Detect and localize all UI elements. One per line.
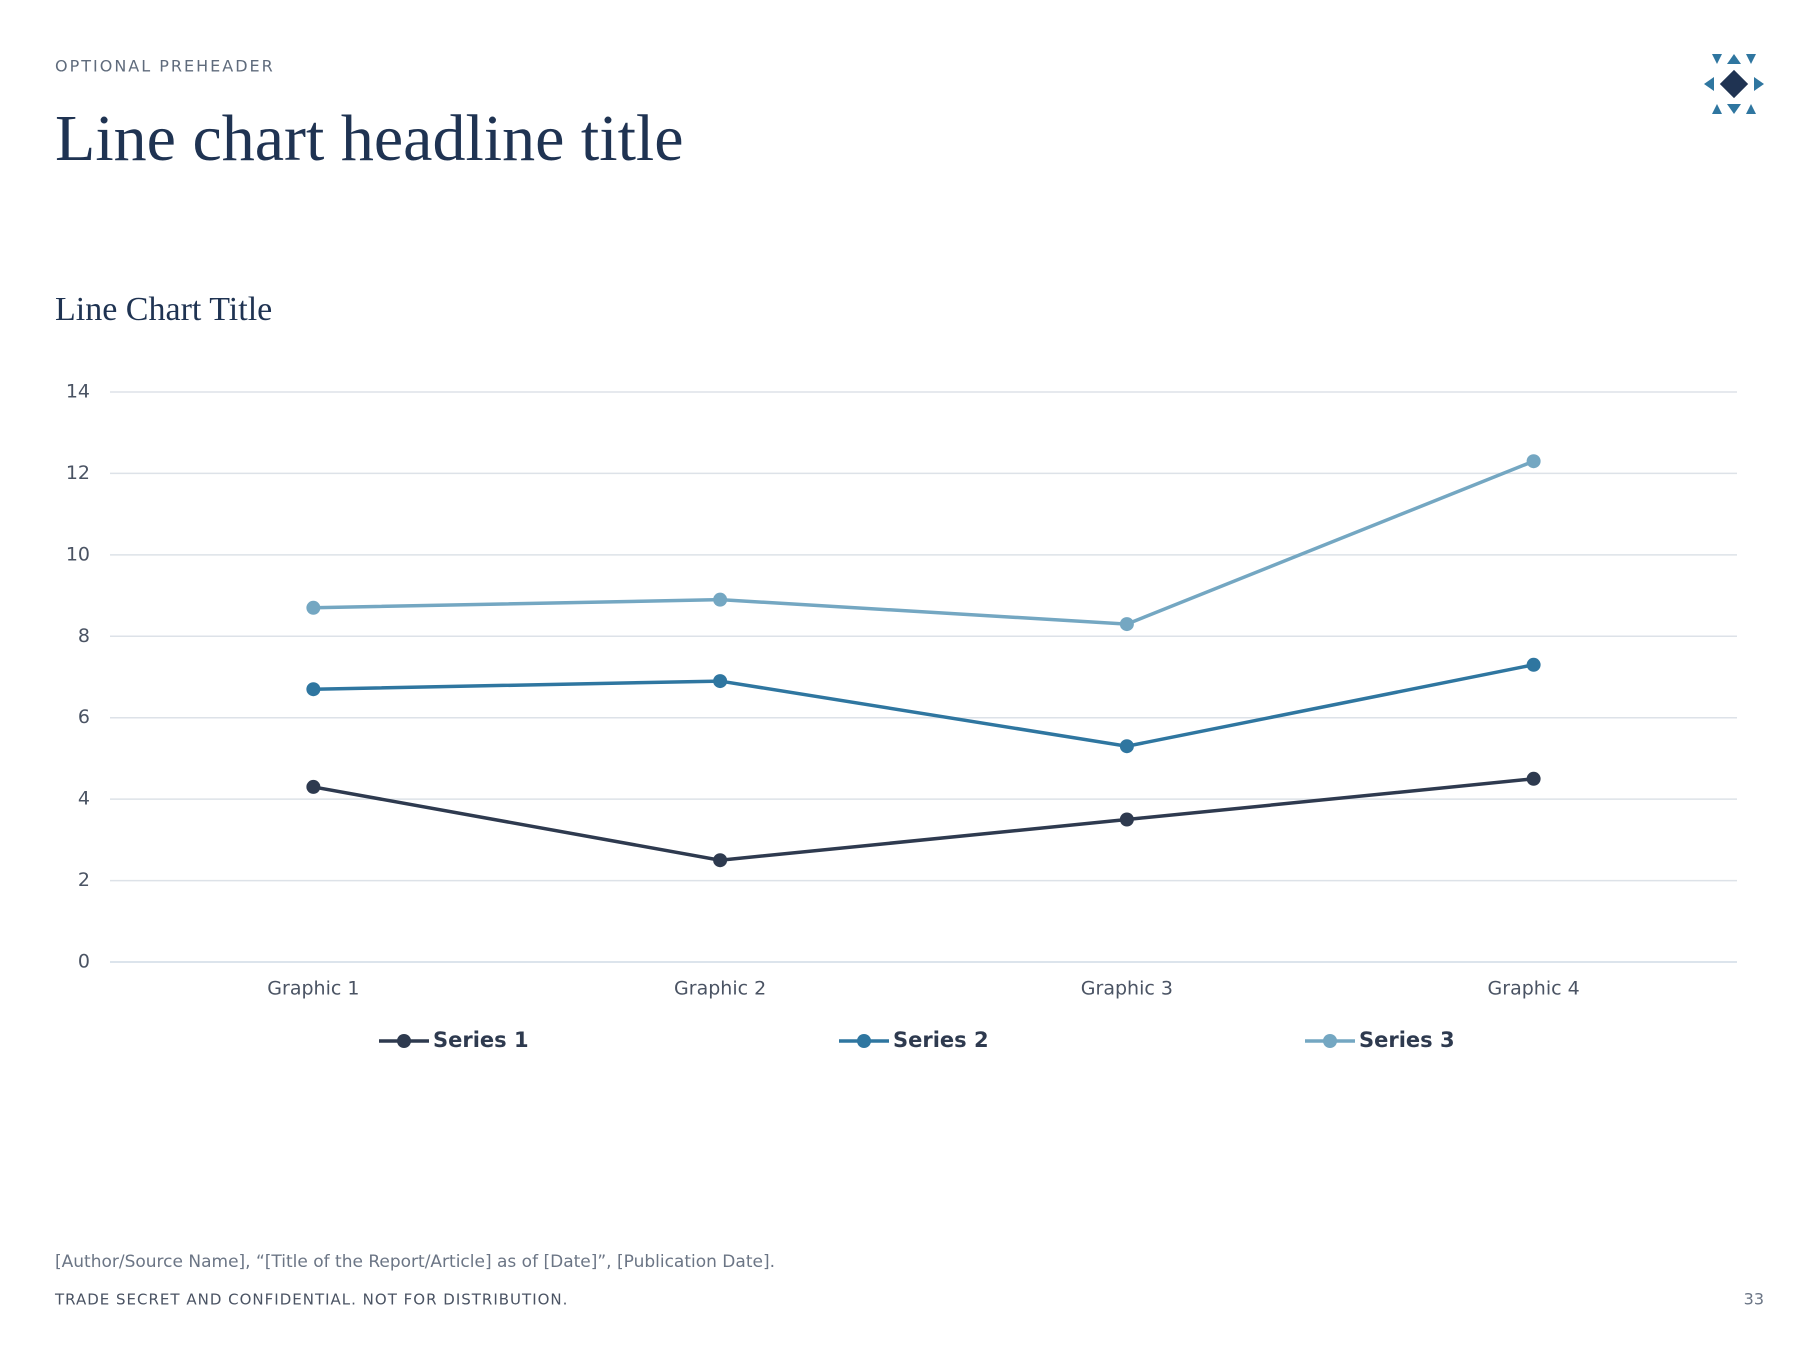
point [1119,812,1134,827]
point [1119,739,1134,754]
point [306,682,321,697]
point [1526,454,1541,469]
y-tick-label: 14 [66,381,90,403]
y-tick-label: 6 [78,706,90,728]
x-tick-label: Graphic 4 [1488,978,1580,1000]
preheader: OPTIONAL PREHEADER [55,57,275,76]
point [713,853,728,868]
point [1119,617,1134,632]
legend-marker [857,1034,871,1048]
headline: Line chart headline title [55,102,684,175]
point [306,600,321,615]
x-tick-label: Graphic 1 [267,978,359,1000]
y-tick-label: 8 [78,625,90,647]
legend-label: Series 1 [433,1028,529,1052]
point [306,779,321,794]
y-tick-label: 2 [78,869,90,891]
point [1526,771,1541,786]
y-tick-label: 0 [78,951,90,973]
legend-marker [1323,1034,1337,1048]
y-tick-label: 10 [66,543,90,565]
series-line [313,663,1534,748]
page-number: 33 [1744,1290,1764,1309]
legend-label: Series 2 [893,1028,989,1052]
point [1526,657,1541,672]
legend-label: Series 3 [1359,1028,1455,1052]
point [713,592,728,607]
y-tick-label: 4 [78,788,90,810]
x-tick-label: Graphic 2 [674,978,766,1000]
chart-title: Line Chart Title [55,291,272,328]
series-line [313,777,1534,862]
footer: TRADE SECRET AND CONFIDENTIAL. NOT FOR D… [54,1291,568,1309]
y-tick-label: 12 [66,462,90,484]
logo [1704,54,1764,114]
x-tick-label: Graphic 3 [1081,978,1173,1000]
source: [Author/Source Name], “[Title of the Rep… [55,1252,775,1272]
point [713,674,728,689]
legend-marker [397,1034,411,1048]
series-line [313,459,1535,626]
